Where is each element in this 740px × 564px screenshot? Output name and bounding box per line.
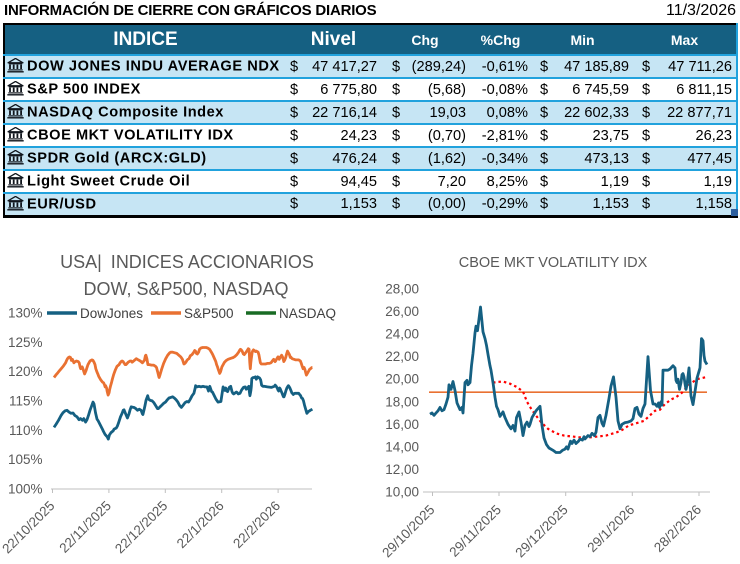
svg-text:29/12/2025: 29/12/2025 <box>512 502 570 560</box>
svg-text:110%: 110% <box>9 423 43 438</box>
svg-text:S&P500: S&P500 <box>184 306 234 321</box>
svg-text:18,00: 18,00 <box>385 394 419 409</box>
svg-text:USA| INDICES ACCIONARIOS: USA| INDICES ACCIONARIOS <box>60 252 314 272</box>
svg-text:22/11/2025: 22/11/2025 <box>56 498 114 556</box>
svg-text:22/1/2026: 22/1/2026 <box>174 498 227 551</box>
svg-text:DowJones: DowJones <box>80 306 143 321</box>
svg-text:24,00: 24,00 <box>385 327 419 342</box>
svg-text:22/12/2025: 22/12/2025 <box>112 498 170 556</box>
svg-text:22/2/2026: 22/2/2026 <box>230 498 283 551</box>
svg-text:14,00: 14,00 <box>385 439 419 454</box>
svg-text:29/1/2026: 29/1/2026 <box>584 502 637 555</box>
svg-text:100%: 100% <box>8 482 43 497</box>
svg-text:29/11/2025: 29/11/2025 <box>446 502 504 560</box>
svg-text:10,00: 10,00 <box>385 485 419 500</box>
svg-text:29/10/2025: 29/10/2025 <box>379 502 437 560</box>
svg-text:20,00: 20,00 <box>385 372 419 387</box>
svg-text:16,00: 16,00 <box>385 417 419 432</box>
svg-text:105%: 105% <box>8 452 43 467</box>
svg-text:CBOE MKT VOLATILITY IDX: CBOE MKT VOLATILITY IDX <box>459 255 648 271</box>
svg-text:26,00: 26,00 <box>385 304 419 319</box>
svg-text:28/2/2026: 28/2/2026 <box>651 502 704 555</box>
svg-text:130%: 130% <box>8 305 43 320</box>
svg-text:115%: 115% <box>9 393 43 408</box>
svg-text:120%: 120% <box>8 364 43 379</box>
svg-text:NASDAQ: NASDAQ <box>279 306 336 321</box>
svg-text:28,00: 28,00 <box>385 282 419 297</box>
svg-text:22/10/2025: 22/10/2025 <box>0 498 58 556</box>
svg-text:22,00: 22,00 <box>385 349 419 364</box>
svg-text:DOW, S&P500, NASDAQ: DOW, S&P500, NASDAQ <box>83 279 288 299</box>
svg-text:12,00: 12,00 <box>385 462 419 477</box>
svg-text:125%: 125% <box>8 335 43 350</box>
